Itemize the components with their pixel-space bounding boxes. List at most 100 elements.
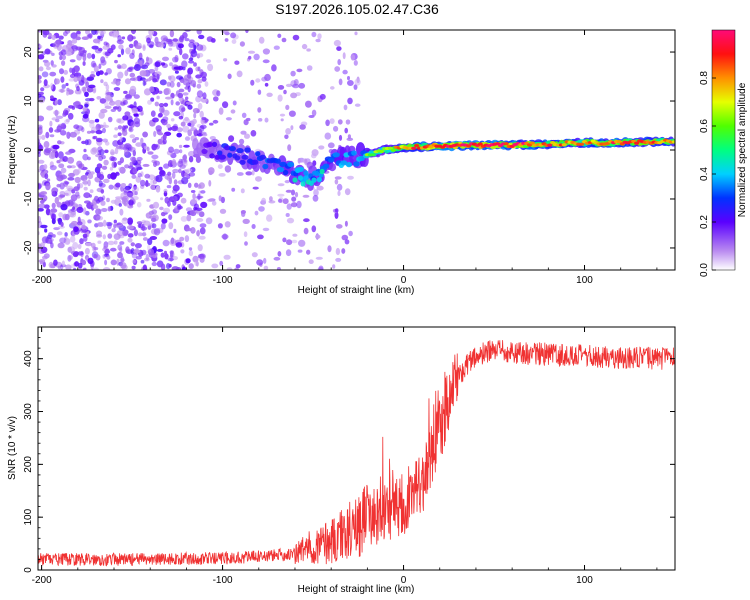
noise-speckle	[86, 34, 92, 38]
noise-speckle	[103, 159, 109, 166]
noise-speckle	[166, 175, 172, 182]
noise-speckle	[145, 212, 152, 219]
noise-speckle	[38, 93, 42, 98]
noise-speckle	[245, 30, 249, 34]
noise-speckle	[263, 257, 267, 264]
noise-speckle	[116, 224, 124, 229]
noise-speckle	[128, 165, 134, 169]
noise-speckle	[241, 112, 247, 119]
noise-speckle	[174, 54, 179, 63]
noise-speckle	[38, 159, 45, 164]
noise-speckle	[81, 140, 87, 145]
noise-speckle	[51, 117, 58, 121]
noise-speckle	[127, 233, 134, 238]
noise-speckle	[38, 45, 43, 49]
noise-speckle	[50, 242, 54, 249]
noise-speckle	[74, 261, 79, 267]
noise-speckle	[327, 142, 335, 149]
noise-speckle	[41, 134, 46, 140]
noise-speckle	[255, 176, 262, 182]
noise-speckle	[92, 135, 98, 140]
noise-speckle	[344, 239, 350, 245]
noise-speckle	[120, 63, 127, 70]
noise-speckle	[128, 146, 136, 153]
noise-speckle	[224, 31, 230, 36]
noise-speckle	[196, 30, 202, 35]
noise-speckle	[197, 66, 201, 72]
noise-speckle	[104, 105, 112, 110]
noise-speckle	[91, 30, 97, 35]
noise-speckle	[199, 223, 207, 228]
noise-speckle	[256, 259, 264, 266]
noise-speckle	[118, 203, 123, 207]
noise-speckle	[250, 79, 255, 86]
noise-speckle	[187, 129, 192, 137]
noise-speckle	[160, 197, 164, 201]
noise-speckle	[153, 130, 157, 137]
noise-speckle	[130, 248, 135, 255]
noise-speckle	[38, 97, 45, 104]
noise-speckle	[87, 179, 91, 187]
noise-speckle	[83, 186, 88, 191]
noise-speckle	[252, 186, 259, 190]
noise-speckle	[129, 52, 135, 60]
noise-speckle	[157, 132, 164, 136]
noise-speckle	[287, 144, 292, 152]
noise-speckle	[160, 222, 166, 230]
noise-speckle	[116, 118, 122, 123]
noise-speckle	[75, 46, 83, 51]
noise-speckle	[273, 45, 280, 50]
noise-speckle	[75, 105, 82, 109]
noise-speckle	[82, 113, 89, 119]
spectrogram-plot-area	[38, 30, 675, 270]
noise-speckle	[156, 248, 164, 252]
colorbar-gradient	[711, 29, 736, 271]
noise-speckle	[142, 264, 148, 270]
noise-speckle	[65, 46, 69, 54]
noise-speckle	[198, 211, 205, 218]
noise-speckle	[68, 172, 75, 178]
noise-speckle	[81, 36, 89, 40]
spectrogram-xtick-label: -100	[213, 275, 233, 286]
noise-speckle	[131, 36, 136, 40]
noise-speckle	[304, 158, 308, 166]
noise-speckle	[182, 125, 190, 133]
noise-speckle	[286, 239, 293, 246]
noise-speckle	[100, 189, 105, 194]
noise-speckle	[56, 160, 61, 164]
noise-speckle	[196, 218, 204, 222]
noise-speckle	[306, 249, 311, 255]
noise-speckle	[143, 88, 152, 96]
noise-speckle	[280, 118, 284, 122]
noise-speckle	[44, 228, 48, 233]
noise-speckle	[51, 188, 56, 195]
noise-speckle	[344, 188, 351, 196]
noise-speckle	[45, 182, 51, 191]
noise-speckle	[117, 125, 123, 130]
noise-speckle	[327, 245, 332, 253]
noise-speckle	[85, 30, 90, 35]
noise-speckle	[68, 255, 73, 260]
noise-speckle	[69, 67, 73, 73]
noise-speckle	[54, 40, 60, 48]
noise-speckle	[143, 220, 151, 226]
noise-speckle	[179, 48, 183, 56]
noise-speckle	[120, 48, 125, 56]
noise-speckle	[147, 41, 155, 48]
noise-speckle	[167, 257, 174, 262]
noise-speckle	[185, 207, 193, 212]
noise-speckle	[178, 105, 185, 113]
noise-speckle	[315, 38, 321, 43]
noise-speckle	[95, 130, 103, 135]
noise-speckle	[40, 199, 45, 204]
noise-speckle	[211, 263, 219, 269]
noise-speckle	[85, 242, 93, 247]
noise-speckle	[152, 117, 159, 123]
noise-speckle	[104, 248, 110, 254]
noise-speckle	[236, 70, 243, 78]
noise-speckle	[54, 99, 58, 106]
noise-speckle	[199, 256, 205, 263]
noise-speckle	[124, 125, 129, 129]
noise-speckle	[144, 173, 151, 179]
